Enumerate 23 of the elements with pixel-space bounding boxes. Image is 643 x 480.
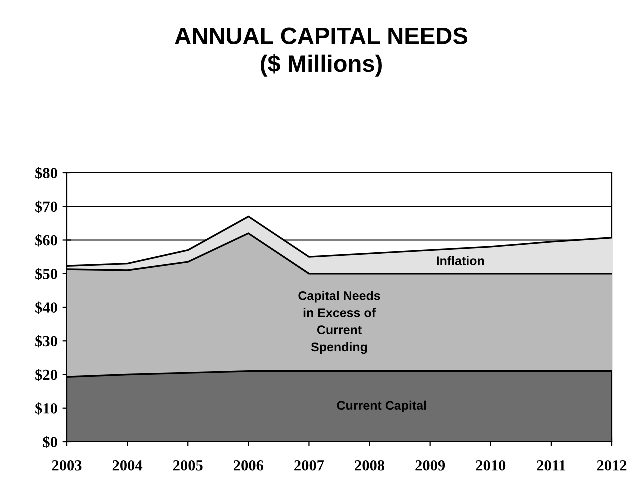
- x-tick-label: 2011: [537, 460, 566, 471]
- y-tick-label: $60: [36, 234, 58, 247]
- x-tick-label: 2008: [355, 460, 385, 471]
- y-tick-label: $40: [36, 302, 58, 314]
- y-tick-label: $70: [36, 200, 58, 214]
- x-tick-label: 2012: [597, 460, 627, 471]
- x-tick-label: 2007: [294, 460, 324, 471]
- series-label: Inflation: [437, 256, 484, 266]
- x-tick-label: 2003: [52, 460, 82, 471]
- x-tick-label: 2009: [416, 460, 446, 471]
- chart-title: ANNUAL CAPITAL NEEDS ($ Millions): [175, 28, 468, 77]
- x-tick-label: 2010: [476, 460, 506, 471]
- y-tick-label: $80: [36, 167, 58, 180]
- series-label: Capital Needs in Excess of Current Spending: [298, 291, 380, 354]
- y-tick-label: $10: [36, 402, 58, 415]
- y-tick-label: $0: [43, 436, 58, 448]
- x-tick-label: 2006: [234, 460, 264, 471]
- y-tick-label: $50: [36, 268, 58, 280]
- x-tick-label: 2005: [173, 460, 203, 471]
- y-tick-label: $20: [36, 368, 58, 382]
- y-tick-label: $30: [36, 335, 58, 348]
- x-tick-label: 2004: [112, 460, 143, 471]
- series-label: Current Capital: [337, 400, 426, 413]
